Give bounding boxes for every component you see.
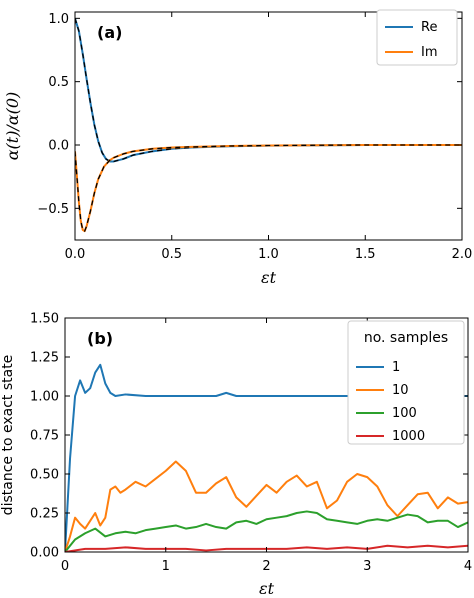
chart-panel-a: 0.0 0.5 1.0 1.5 2.0 1.0 0.5 0.0 −0.5 εt α(t)/α(0) (… bbox=[3, 9, 473, 287]
y-tick-label: 0.00 bbox=[30, 546, 59, 561]
y-axis-label: α(t)/α(0) bbox=[3, 92, 22, 161]
series-line-100 bbox=[65, 510, 468, 552]
x-tick-label: 1.5 bbox=[355, 247, 376, 262]
y-tick-label: 0.50 bbox=[30, 468, 59, 483]
legend-label-100: 100 bbox=[392, 406, 417, 421]
y-tick-label: 1.25 bbox=[30, 351, 59, 366]
y-tick-label: −0.5 bbox=[37, 202, 69, 217]
plot-area bbox=[75, 18, 462, 233]
x-tick-label: 1.0 bbox=[258, 247, 279, 262]
legend-title: no. samples bbox=[364, 330, 448, 346]
x-axis-label: εt bbox=[261, 268, 277, 287]
y-tick-label: 1.50 bbox=[30, 312, 59, 327]
legend-label-1000: 1000 bbox=[392, 429, 425, 444]
legend-label-1: 1 bbox=[392, 360, 400, 375]
series-line-im bbox=[75, 144, 462, 233]
legend-label-re: Re bbox=[421, 20, 437, 35]
legend-box bbox=[376, 9, 458, 66]
y-axis-label: distance to exact state bbox=[0, 355, 16, 516]
legend-label-10: 10 bbox=[392, 383, 409, 398]
x-tick-label: 0.0 bbox=[65, 247, 86, 262]
x-tick-label: 2 bbox=[262, 559, 270, 574]
y-tick-label: 0.0 bbox=[48, 139, 69, 154]
y-tick-label: 1.0 bbox=[48, 12, 69, 27]
legend-label-im: Im bbox=[421, 45, 438, 60]
y-tick-label: 0.5 bbox=[48, 75, 69, 90]
x-axis-label: εt bbox=[259, 579, 275, 598]
panel-label: (b) bbox=[87, 329, 113, 348]
x-tick-label: 1 bbox=[162, 559, 170, 574]
x-tick-label: 3 bbox=[363, 559, 371, 574]
legend: Re Im bbox=[376, 9, 458, 66]
panel-label: (a) bbox=[97, 23, 122, 42]
exact-dashed-line-im bbox=[75, 144, 462, 233]
x-tick-label: 0 bbox=[61, 559, 69, 574]
plot-area bbox=[65, 363, 468, 552]
x-tick-label: 2.0 bbox=[452, 247, 473, 262]
x-tick-label: 0.5 bbox=[161, 247, 182, 262]
series-line-10 bbox=[65, 460, 468, 552]
y-tick-label: 0.75 bbox=[30, 429, 59, 444]
series-line-1 bbox=[65, 363, 468, 552]
x-tick-label: 4 bbox=[464, 559, 472, 574]
chart-panel-b: 0 1 2 3 4 0.00 0.25 0.50 0.75 1.00 1.25 1.50 εt dista… bbox=[0, 312, 472, 598]
legend: no. samples 1 10 100 1000 bbox=[347, 320, 465, 445]
y-tick-label: 0.25 bbox=[30, 507, 59, 522]
y-tick-label: 1.00 bbox=[30, 390, 59, 405]
